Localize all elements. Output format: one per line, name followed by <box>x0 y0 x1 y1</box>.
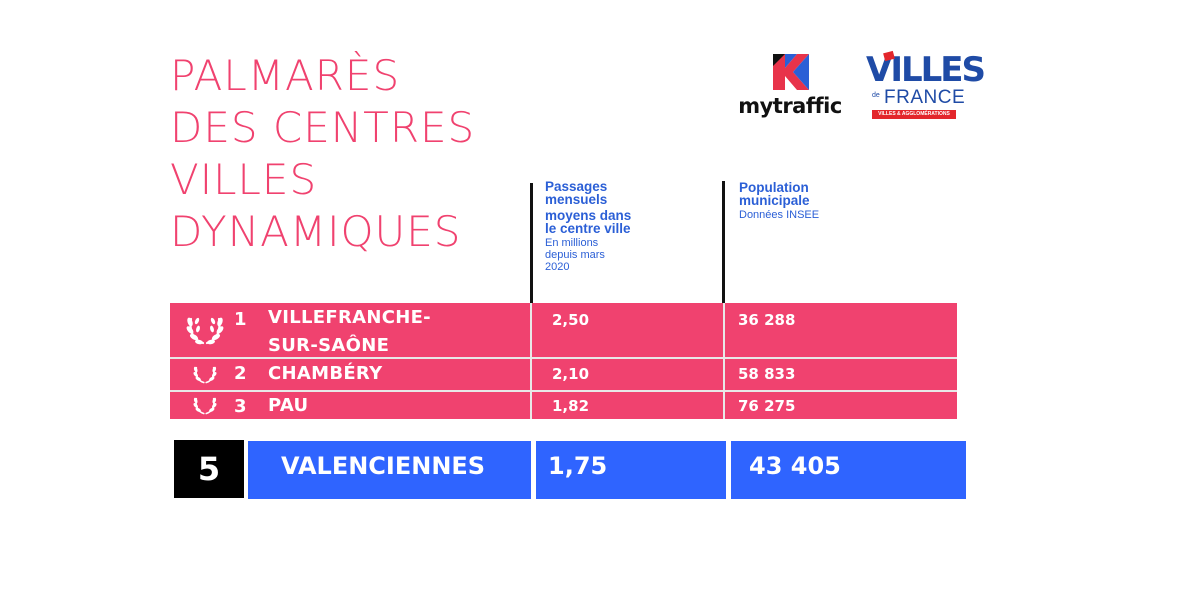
city-name-line: PAU <box>268 395 309 416</box>
row-separator <box>170 390 957 392</box>
column-divider <box>722 181 725 303</box>
header-sub-line: Données INSEE <box>739 209 820 221</box>
city-name-line: CHAMBÉRY <box>268 363 383 384</box>
highlight-population-value: 43 405 <box>749 452 841 480</box>
title-line: VILLES <box>170 155 318 204</box>
population-value: 58 833 <box>738 365 796 383</box>
header-sub-line: 2020 <box>545 261 570 273</box>
rank-number: 2 <box>234 363 247 384</box>
header-sub-line: En millions <box>545 237 599 249</box>
column-separator <box>530 303 532 419</box>
header-title-line: Passages <box>545 179 608 194</box>
city-name: PAU <box>268 392 308 420</box>
vdf-strip-text: VILLES & AGGLOMÉRATIONS <box>872 110 956 119</box>
passages-value: 2,50 <box>552 311 590 329</box>
header-title-line: mensuels <box>545 192 608 207</box>
city-name-line: VILLEFRANCHE- <box>268 307 431 328</box>
header-title-line: moyens dans <box>545 208 632 223</box>
laurel-icon <box>186 317 224 345</box>
column-header-population: Population municipale Données INSEE <box>739 181 939 221</box>
ranking-table: 1 VILLEFRANCHE- SUR-SAÔNE 2,50 36 288 2 <box>170 303 957 419</box>
highlight-city: VALENCIENNES <box>248 441 531 499</box>
city-name: VILLEFRANCHE- SUR-SAÔNE <box>268 304 431 360</box>
vdf-france-text: FRANCE <box>884 87 966 108</box>
vdf-villes-text: VILLES <box>866 50 986 90</box>
mytraffic-mark-icon <box>773 54 809 90</box>
title-line: PALMARÈS <box>170 51 401 100</box>
mytraffic-wordmark: mytraffic <box>738 94 842 118</box>
population-value: 76 275 <box>738 397 796 415</box>
city-name: CHAMBÉRY <box>268 360 382 388</box>
passages-value: 1,82 <box>552 397 590 415</box>
header-title-line: le centre ville <box>545 221 631 236</box>
highlight-population: 43 405 <box>731 441 966 499</box>
passages-value: 2,10 <box>552 365 590 383</box>
city-name-line: SUR-SAÔNE <box>268 335 390 356</box>
header-sub-line: depuis mars <box>545 249 605 261</box>
laurel-icon <box>193 397 217 415</box>
laurel-icon <box>193 366 217 384</box>
column-separator <box>723 303 725 419</box>
mytraffic-logo: mytraffic <box>728 54 852 124</box>
header-title-line: municipale <box>739 193 810 208</box>
highlight-passages: 1,75 <box>536 441 726 499</box>
villes-de-france-logo: VILLES de FRANCE VILLES & AGGLOMÉRATIONS <box>866 50 986 122</box>
highlight-city-name: VALENCIENNES <box>281 452 486 480</box>
header-title-line: Population <box>739 180 809 195</box>
population-value: 36 288 <box>738 311 796 329</box>
column-divider <box>530 183 533 303</box>
column-header-passages: Passages mensuels moyens dans le centre … <box>545 180 715 273</box>
title-line: DES CENTRES <box>170 103 476 152</box>
highlight-passages-value: 1,75 <box>548 452 608 480</box>
rank-number: 1 <box>234 309 247 330</box>
row-separator <box>170 357 957 359</box>
vdf-de-text: de <box>872 92 880 99</box>
title-line: DYNAMIQUES <box>170 207 462 256</box>
rank-number: 3 <box>234 396 247 417</box>
page-title: PALMARÈS DES CENTRES VILLES DYNAMIQUES <box>170 50 510 258</box>
highlight-rank: 5 <box>174 440 244 498</box>
